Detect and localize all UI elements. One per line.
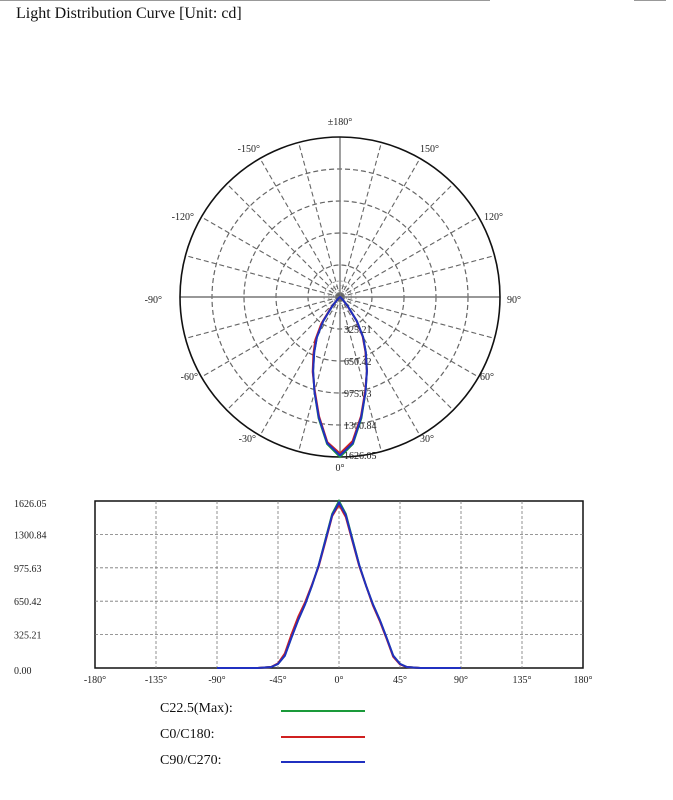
line-x-tick-label-1: -135°: [145, 675, 167, 686]
polar-spoke-75: [339, 296, 495, 339]
line-y-tick-label-5: 1626.05: [14, 499, 47, 510]
polar-spoke-135: [339, 183, 454, 298]
polar-spoke-30: [339, 296, 421, 436]
polar-spoke-315: [226, 296, 341, 411]
polar-angle-label-180: ±180°: [328, 117, 353, 128]
polar-spoke-105: [339, 255, 495, 298]
top-corner-rule: [634, 0, 666, 1]
polar-spoke-60: [339, 296, 479, 378]
polar-radial-label-5: 1626.05: [344, 451, 377, 462]
polar-spoke-45: [339, 296, 454, 411]
line-x-tick-label-4: 0°: [335, 675, 344, 686]
polar-angle-label-0: 0°: [336, 463, 345, 474]
polar-spoke-255: [185, 255, 341, 298]
polar-spoke-195: [298, 142, 341, 298]
top-rule: [0, 0, 490, 1]
polar-spoke-165: [339, 142, 382, 298]
polar-radial-label-3: 975.63: [344, 389, 372, 400]
polar-spoke-345: [298, 296, 341, 452]
polar-spoke-210: [259, 158, 341, 298]
line-y-tick-label-1: 325.21: [14, 631, 42, 642]
polar-angle-label-150: 150°: [420, 144, 439, 155]
polar-radial-label-4: 1300.84: [344, 421, 377, 432]
line-x-tick-label-3: -45°: [269, 675, 286, 686]
polar-radial-label-1: 325.21: [344, 325, 372, 336]
polar-spoke-225: [226, 183, 341, 298]
polar-angle-label-m30: -30°: [239, 434, 256, 445]
line-x-tick-label-7: 135°: [513, 675, 532, 686]
line-x-tick-label-0: -180°: [84, 675, 106, 686]
line-x-tick-label-5: 45°: [393, 675, 407, 686]
line-y-tick-label-4: 1300.84: [14, 530, 47, 541]
polar-angle-label-60: 60°: [480, 372, 494, 383]
line-x-tick-label-8: 180°: [574, 675, 593, 686]
page-title: Light Distribution Curve [Unit: cd]: [16, 5, 242, 22]
polar-spoke-150: [339, 158, 421, 298]
polar-angle-label-m60: -60°: [181, 372, 198, 383]
polar-angle-label-120: 120°: [484, 212, 503, 223]
line-y-tick-label-2: 650.42: [14, 597, 42, 608]
line-y-tick-label-3: 975.63: [14, 564, 42, 575]
polar-angle-label-90: 90°: [507, 295, 521, 306]
polar-radial-label-2: 650.42: [344, 357, 372, 368]
polar-spoke-120: [339, 216, 479, 298]
polar-angle-label-m150: -150°: [238, 144, 260, 155]
polar-spoke-240: [201, 216, 341, 298]
polar-spoke-300: [201, 296, 341, 378]
polar-angle-label-30: 30°: [420, 434, 434, 445]
polar-spoke-330: [259, 296, 341, 436]
line-x-tick-label-6: 90°: [454, 675, 468, 686]
line-series-3: [217, 500, 461, 669]
polar-angle-label-m120: -120°: [172, 212, 194, 223]
polar-spoke-285: [185, 296, 341, 339]
line-x-tick-label-2: -90°: [208, 675, 225, 686]
polar-angle-label-m90: -90°: [145, 295, 162, 306]
polar-spoke-15: [339, 296, 382, 452]
polar-series-3: [312, 295, 368, 457]
line-y-tick-label-0: 0.00: [14, 666, 32, 677]
